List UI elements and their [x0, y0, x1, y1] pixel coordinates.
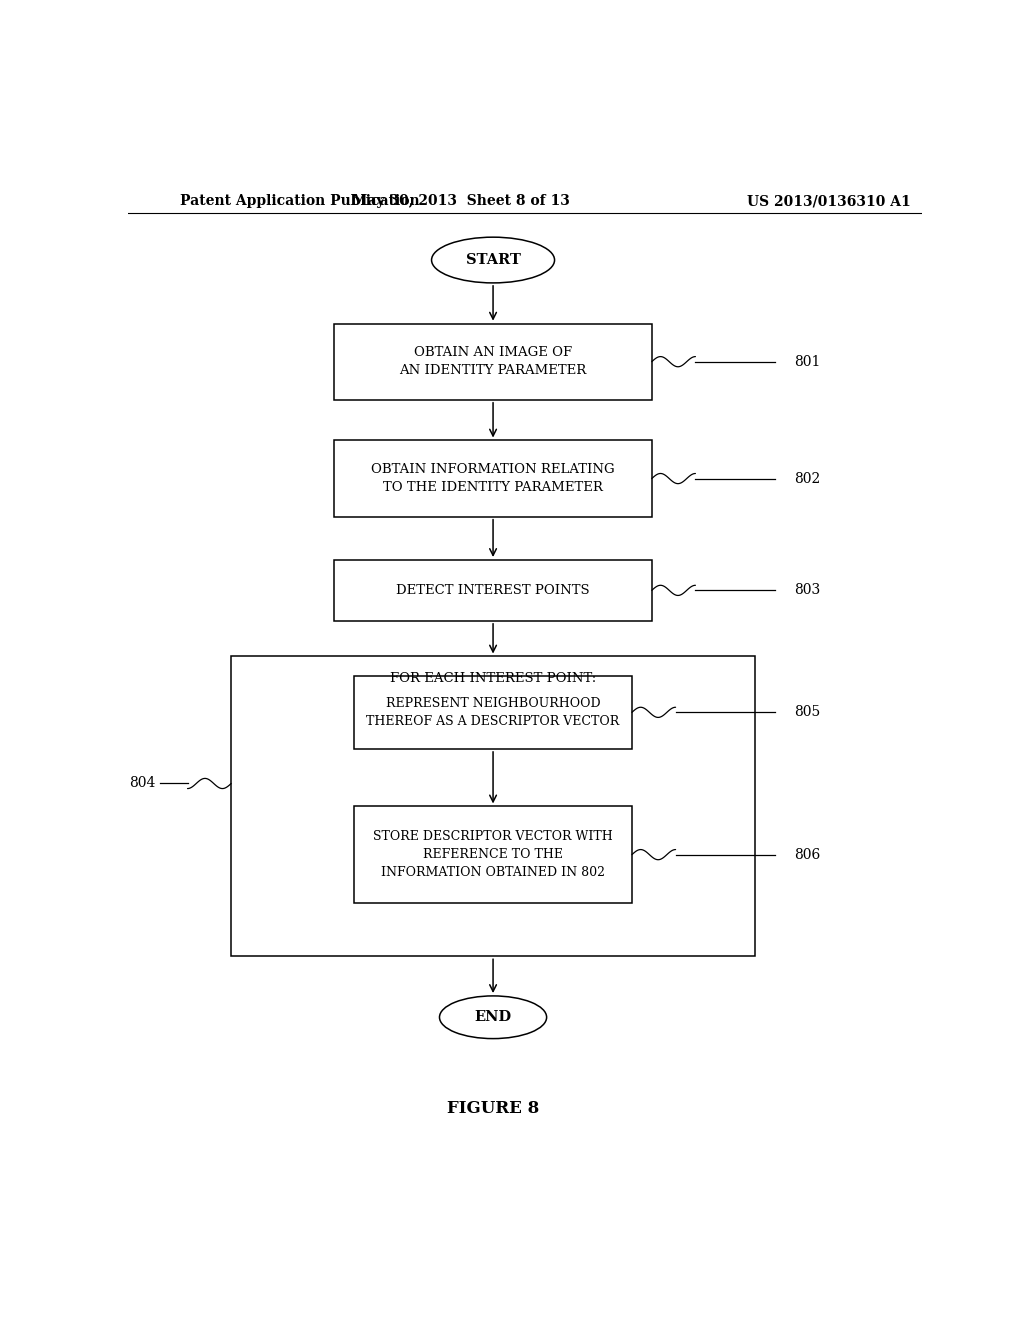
FancyBboxPatch shape — [334, 441, 652, 516]
Text: 801: 801 — [795, 355, 821, 368]
FancyBboxPatch shape — [354, 676, 632, 748]
Text: OBTAIN INFORMATION RELATING
TO THE IDENTITY PARAMETER: OBTAIN INFORMATION RELATING TO THE IDENT… — [372, 463, 614, 494]
FancyBboxPatch shape — [334, 323, 652, 400]
FancyBboxPatch shape — [231, 656, 755, 956]
Text: 802: 802 — [795, 471, 821, 486]
Text: STORE DESCRIPTOR VECTOR WITH
REFERENCE TO THE
INFORMATION OBTAINED IN 802: STORE DESCRIPTOR VECTOR WITH REFERENCE T… — [373, 830, 613, 879]
Text: FOR EACH INTEREST POINT:: FOR EACH INTEREST POINT: — [390, 672, 596, 685]
Text: US 2013/0136310 A1: US 2013/0136310 A1 — [748, 194, 910, 209]
Text: 804: 804 — [129, 776, 156, 791]
Text: 805: 805 — [795, 705, 821, 719]
Ellipse shape — [439, 995, 547, 1039]
Text: START: START — [466, 253, 520, 267]
Text: 803: 803 — [795, 583, 821, 598]
Text: FIGURE 8: FIGURE 8 — [446, 1101, 540, 1117]
Text: REPRESENT NEIGHBOURHOOD
THEREOF AS A DESCRIPTOR VECTOR: REPRESENT NEIGHBOURHOOD THEREOF AS A DES… — [367, 697, 620, 727]
Ellipse shape — [431, 238, 555, 282]
FancyBboxPatch shape — [354, 807, 632, 903]
Text: 806: 806 — [795, 847, 821, 862]
Text: OBTAIN AN IMAGE OF
AN IDENTITY PARAMETER: OBTAIN AN IMAGE OF AN IDENTITY PARAMETER — [399, 346, 587, 378]
Text: May 30, 2013  Sheet 8 of 13: May 30, 2013 Sheet 8 of 13 — [352, 194, 570, 209]
FancyBboxPatch shape — [334, 560, 652, 620]
Text: Patent Application Publication: Patent Application Publication — [179, 194, 419, 209]
Text: END: END — [474, 1010, 512, 1024]
Text: DETECT INTEREST POINTS: DETECT INTEREST POINTS — [396, 583, 590, 597]
